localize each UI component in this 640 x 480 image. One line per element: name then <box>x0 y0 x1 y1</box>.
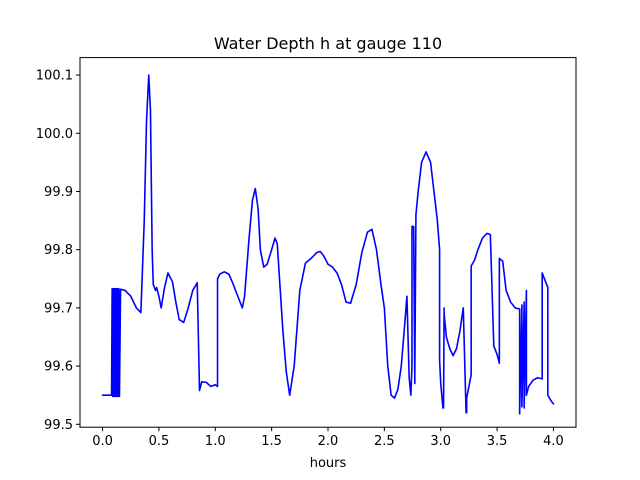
x-tick-label: 2.0 <box>318 434 339 449</box>
y-tick-label: 99.9 <box>44 185 73 200</box>
x-tick-label: 0.0 <box>92 434 113 449</box>
x-tick-label: 3.5 <box>487 434 508 449</box>
x-tick-label: 3.0 <box>430 434 451 449</box>
y-tick-label: 99.5 <box>44 418 73 433</box>
x-tick-label: 2.5 <box>374 434 395 449</box>
y-tick-label: 100.0 <box>36 127 73 142</box>
y-tick-label: 99.8 <box>44 243 73 258</box>
x-tick-label: 1.5 <box>261 434 282 449</box>
x-tick-label: 0.5 <box>149 434 170 449</box>
x-axis-label: hours <box>310 456 347 471</box>
x-tick-label: 1.0 <box>205 434 226 449</box>
series-line <box>101 74 555 415</box>
x-axis-ticks: 0.0 0.5 1.0 1.5 2.0 2.5 3.0 3.5 4.0 <box>92 427 564 449</box>
y-tick-label: 99.6 <box>44 360 73 375</box>
y-tick-label: 99.7 <box>44 301 73 316</box>
chart-title: Water Depth h at gauge 110 <box>214 34 442 53</box>
x-tick-label: 4.0 <box>543 434 564 449</box>
axes-frame <box>79 57 577 428</box>
y-tick-label: 100.1 <box>36 69 73 84</box>
plot-area <box>101 74 555 415</box>
y-axis-ticks: 99.5 99.6 99.7 99.8 99.9 100.0 100.1 <box>36 69 80 433</box>
